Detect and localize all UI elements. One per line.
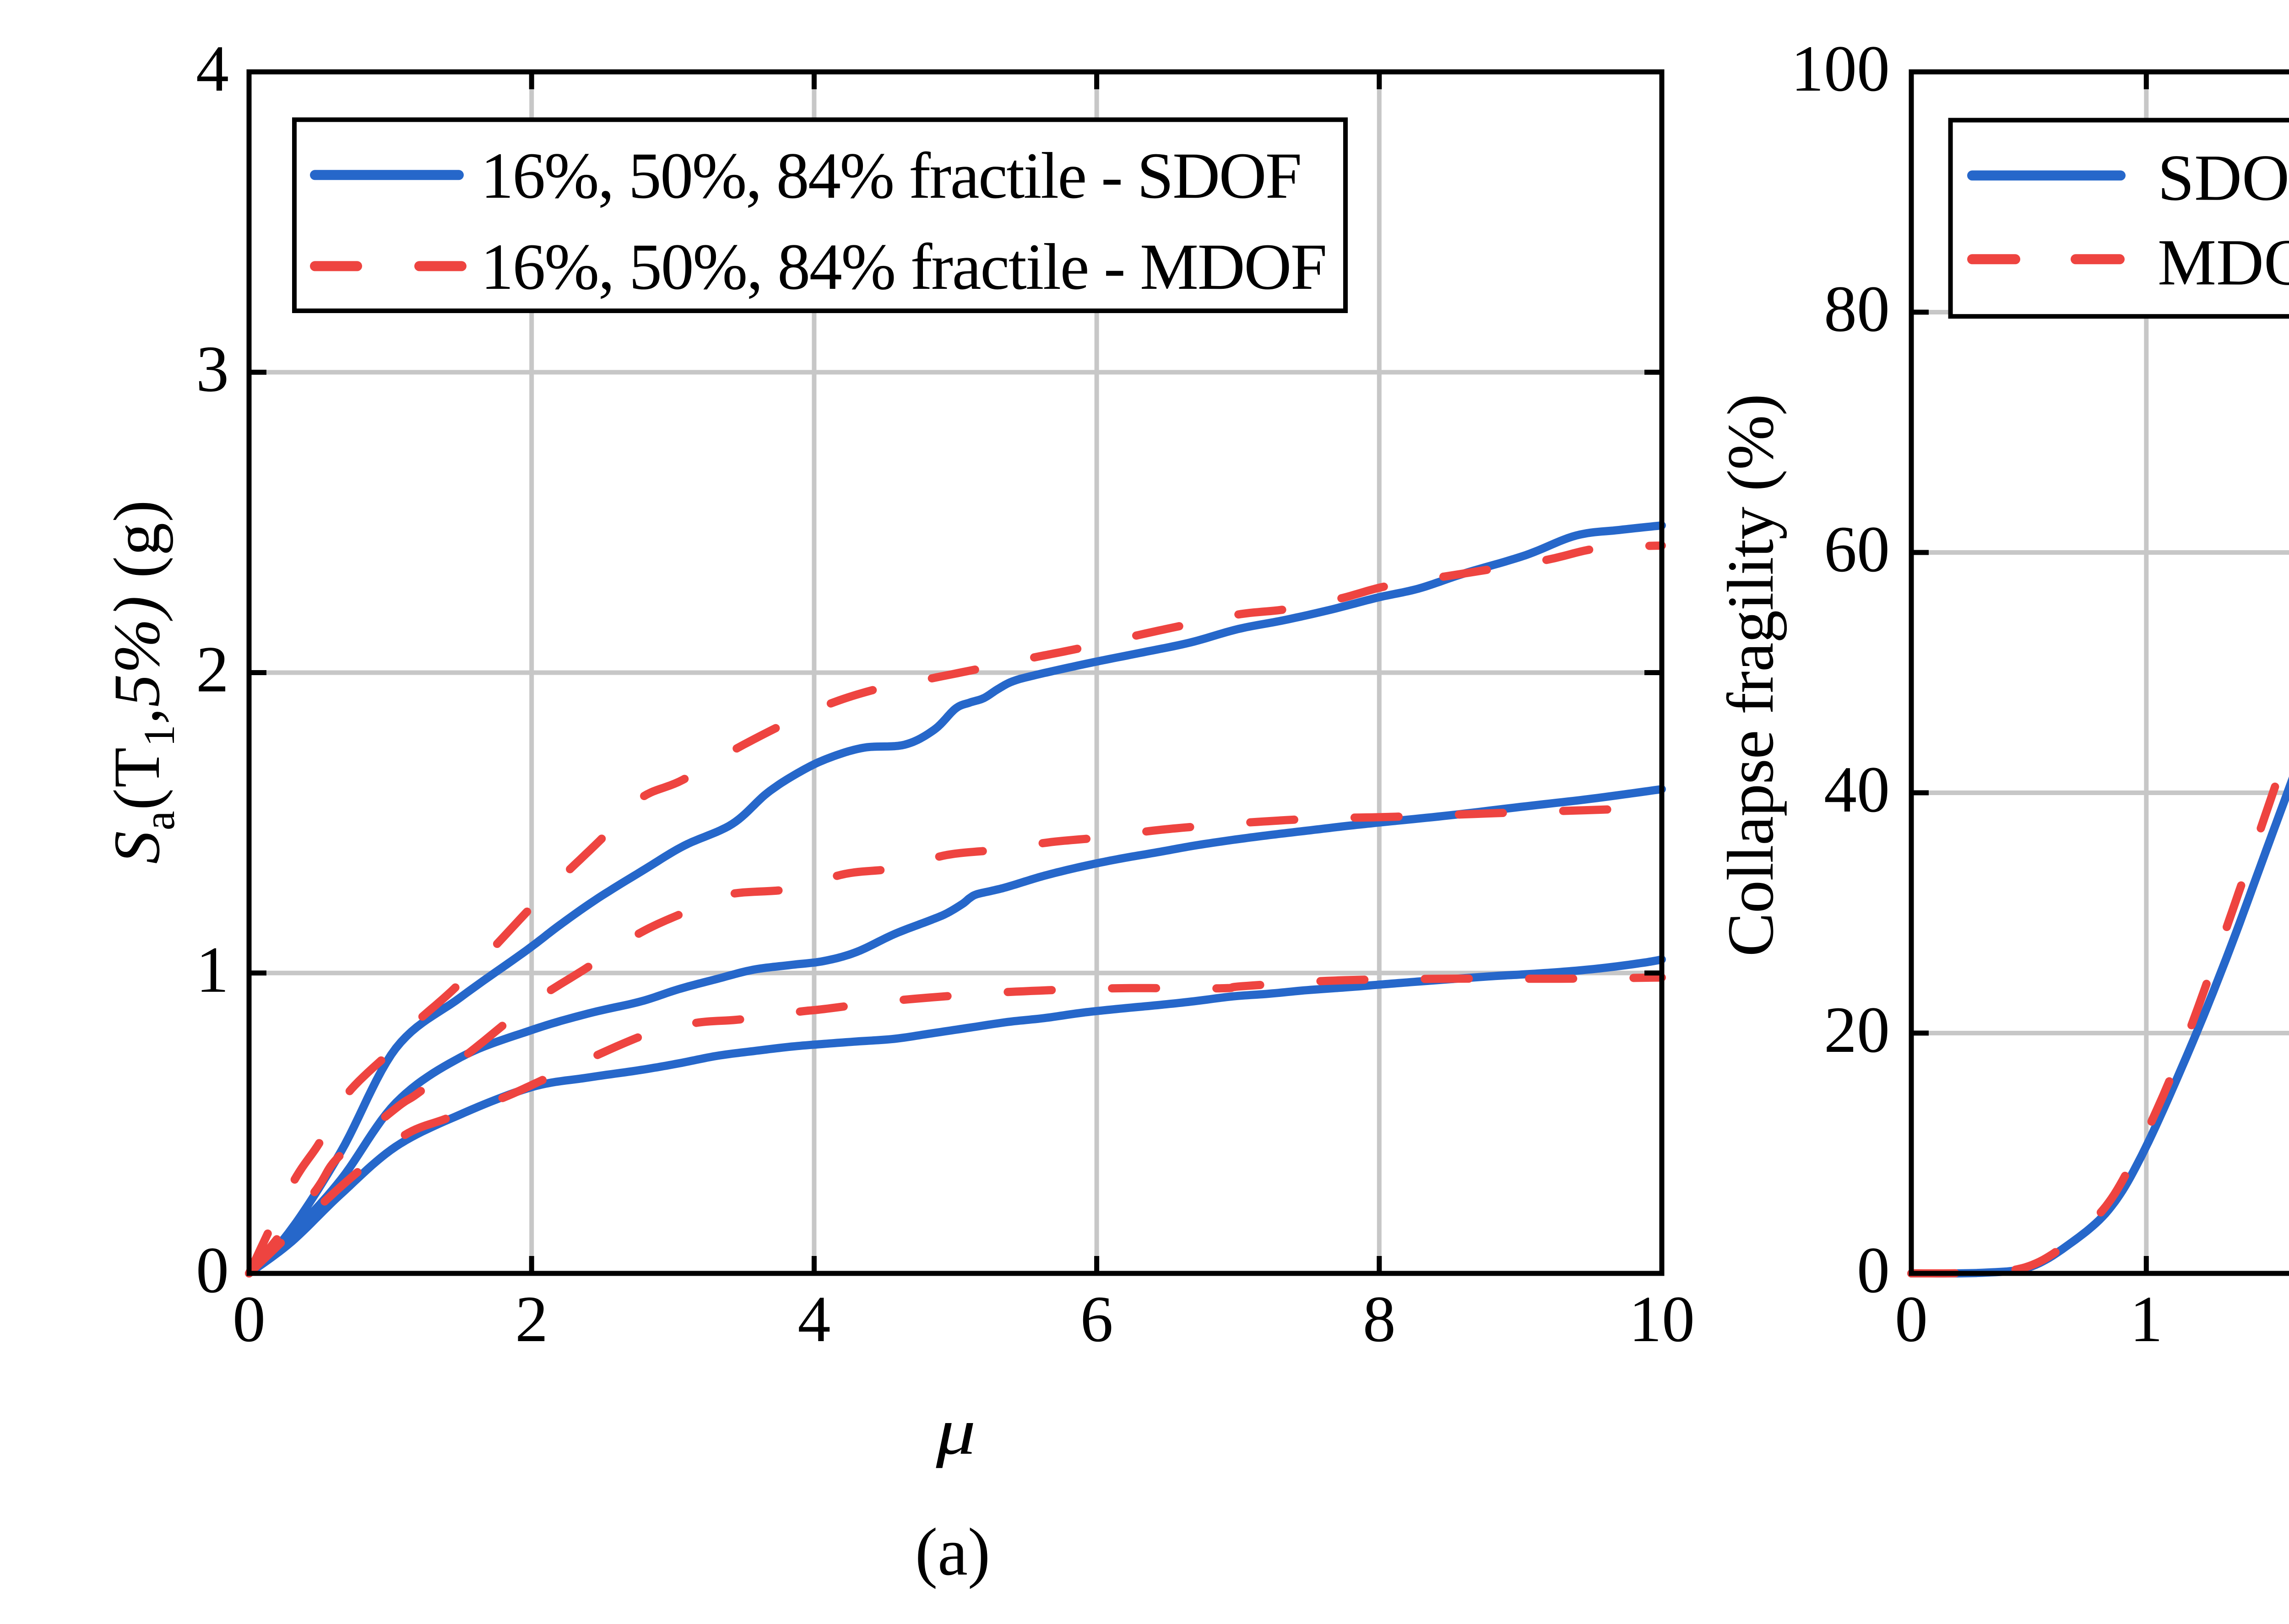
svg-text:0: 0 [1895, 1283, 1928, 1356]
svg-text:0: 0 [233, 1283, 266, 1356]
svg-text:0: 0 [196, 1234, 229, 1307]
svg-text:20: 20 [1824, 994, 1890, 1066]
svg-text:4: 4 [196, 32, 229, 105]
svg-text:0: 0 [1857, 1234, 1890, 1307]
svg-text:Collapse fragility (%): Collapse fragility (%) [1714, 394, 1787, 957]
svg-text:8: 8 [1363, 1283, 1396, 1356]
svg-text:16%, 50%, 84% fractile - SDOF: 16%, 50%, 84% fractile - SDOF [481, 140, 1302, 212]
svg-text:16%, 50%, 84% fractile - MDOF: 16%, 50%, 84% fractile - MDOF [481, 231, 1327, 303]
svg-text:1: 1 [196, 934, 229, 1007]
svg-text:2: 2 [515, 1283, 548, 1356]
svg-text:(a): (a) [915, 1515, 990, 1590]
svg-text:Sa(T1,5%) (g): Sa(T1,5%) (g) [101, 500, 184, 864]
svg-text:100: 100 [1791, 32, 1890, 105]
svg-text:6: 6 [1080, 1283, 1113, 1356]
svg-text:μ: μ [935, 1394, 976, 1468]
svg-text:10: 10 [1629, 1283, 1695, 1356]
svg-text:60: 60 [1824, 513, 1890, 586]
svg-text:2: 2 [196, 633, 229, 706]
svg-text:SDOF: SDOF [2158, 142, 2289, 215]
svg-text:80: 80 [1824, 273, 1890, 346]
svg-text:MDOF: MDOF [2158, 226, 2289, 299]
svg-text:4: 4 [797, 1283, 830, 1356]
svg-text:3: 3 [196, 333, 229, 406]
svg-text:1: 1 [2130, 1283, 2163, 1356]
svg-text:40: 40 [1824, 753, 1890, 826]
